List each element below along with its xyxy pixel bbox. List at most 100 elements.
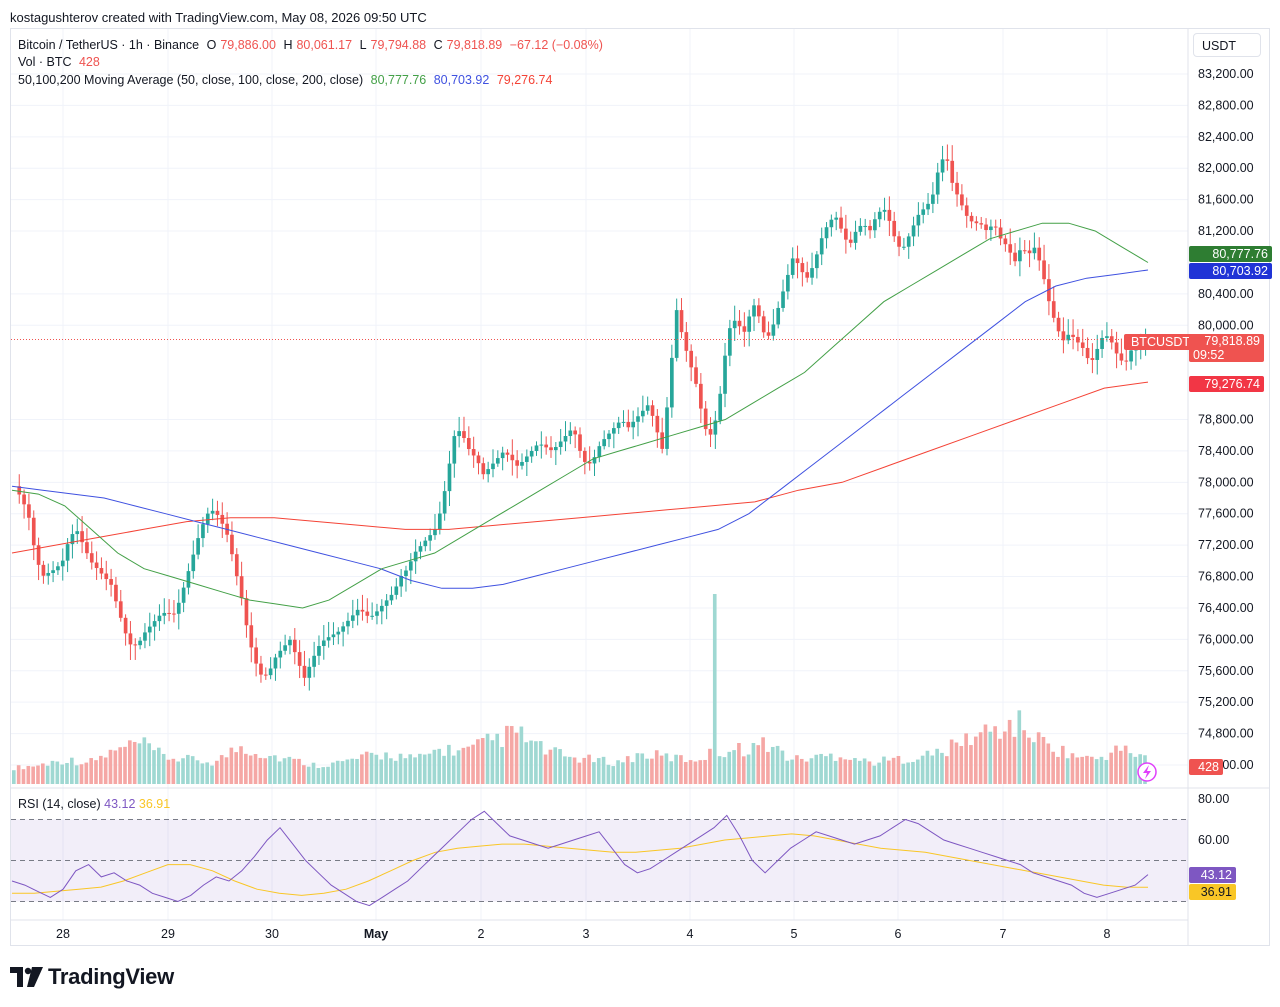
candle-body [297, 652, 302, 666]
volume-bar [1075, 757, 1080, 784]
candle-body [674, 310, 679, 358]
candle-body [810, 268, 814, 278]
candle-body [321, 640, 326, 647]
volume-bar [925, 750, 930, 784]
volume-bar [437, 748, 442, 784]
candle-body [1008, 244, 1013, 253]
volume-title[interactable]: Vol · BTC [18, 55, 72, 69]
candle-body [732, 320, 737, 329]
volume-bar [287, 756, 292, 784]
candle-body [157, 615, 162, 622]
price-tick-label: 75,200.00 [1198, 695, 1254, 709]
volume-bar [442, 755, 446, 784]
ma-title[interactable]: 50,100,200 Moving Average (50, close, 10… [18, 73, 364, 87]
volume-bar [268, 755, 272, 784]
volume-bar [505, 725, 509, 784]
volume-bar [1027, 737, 1031, 784]
time-tick-label: 8 [1104, 927, 1111, 941]
volume-bar [843, 759, 848, 784]
volume-bar [1056, 756, 1060, 784]
volume-bar [335, 760, 340, 784]
candle-body [375, 611, 379, 616]
volume-bar [229, 747, 234, 784]
volume-bar [616, 760, 620, 784]
volume-bar [408, 754, 413, 784]
candle-body [877, 211, 882, 220]
candle-body [46, 572, 51, 576]
rsi-title[interactable]: RSI (14, close) [18, 797, 101, 811]
ma100-value: 80,703.92 [433, 73, 490, 87]
volume-bar [1080, 756, 1084, 784]
volume-bar [645, 758, 649, 784]
candle-body [916, 214, 921, 226]
candle-body [510, 454, 515, 461]
volume-bar [273, 755, 277, 784]
volume-bar [722, 757, 727, 784]
volume-bar [234, 752, 238, 784]
candle-body [65, 544, 70, 561]
candle-body [56, 566, 60, 571]
candle-body [892, 220, 897, 237]
candle-body [679, 310, 684, 333]
time-tick-label: 6 [895, 927, 902, 941]
volume-bar [509, 726, 514, 784]
volume-bar [717, 756, 722, 784]
candle-body [950, 160, 955, 183]
volume-bar [41, 763, 45, 784]
candle-body [244, 598, 249, 626]
ma50-value: 80,777.76 [370, 73, 427, 87]
candle-body [51, 570, 55, 573]
candle-body [239, 576, 244, 599]
volume-bar [901, 763, 906, 784]
time-tick-label: 4 [687, 927, 694, 941]
volume-bar [804, 761, 809, 784]
ma200-value: 79,276.74 [496, 73, 553, 87]
candle-body [346, 620, 350, 627]
currency-unit-button[interactable]: USDT [1193, 33, 1261, 57]
candle-body [1037, 247, 1042, 261]
candle-body [723, 355, 727, 394]
volume-bar [954, 742, 959, 784]
volume-bar [795, 755, 799, 784]
volume-bar [157, 747, 161, 784]
volume-bar [45, 765, 50, 784]
candle-body [703, 408, 708, 430]
volume-bar [495, 733, 500, 784]
volume-bar [819, 753, 823, 784]
volume-bar [84, 762, 89, 784]
last-price-badge: 79,818.89 [1189, 334, 1264, 349]
candle-body [234, 554, 239, 577]
candle-body [191, 554, 196, 572]
time-tick-label: 28 [56, 927, 70, 941]
candle-body [921, 209, 926, 215]
volume-bar [915, 759, 920, 784]
candle-body [442, 491, 447, 514]
volume-bar [872, 765, 877, 784]
symbol-title[interactable]: Bitcoin / TetherUS · 1h · Binance [18, 38, 200, 52]
volume-bar [306, 766, 311, 784]
volume-bar [741, 756, 746, 784]
candle-body [254, 647, 258, 664]
candle-body [423, 540, 428, 547]
volume-bar [393, 760, 398, 784]
volume-bar [973, 736, 978, 784]
countdown-badge: 09:52 [1189, 348, 1264, 362]
volume-bar [413, 757, 417, 784]
candle-body [205, 513, 210, 525]
candle-body [201, 524, 205, 539]
candle-body [1047, 279, 1051, 302]
candle-body [288, 639, 292, 646]
volume-bar [877, 762, 881, 784]
candle-body [302, 665, 307, 678]
candle-body [515, 460, 519, 466]
volume-bar [514, 732, 519, 784]
candle-body [549, 447, 553, 451]
volume-bar [113, 750, 118, 784]
volume-bar [485, 733, 490, 784]
volume-bar [737, 743, 741, 784]
volume-bar [355, 758, 359, 784]
volume-bar [828, 753, 833, 784]
candle-body [520, 461, 524, 466]
tradingview-logo[interactable]: TradingView [10, 963, 174, 991]
